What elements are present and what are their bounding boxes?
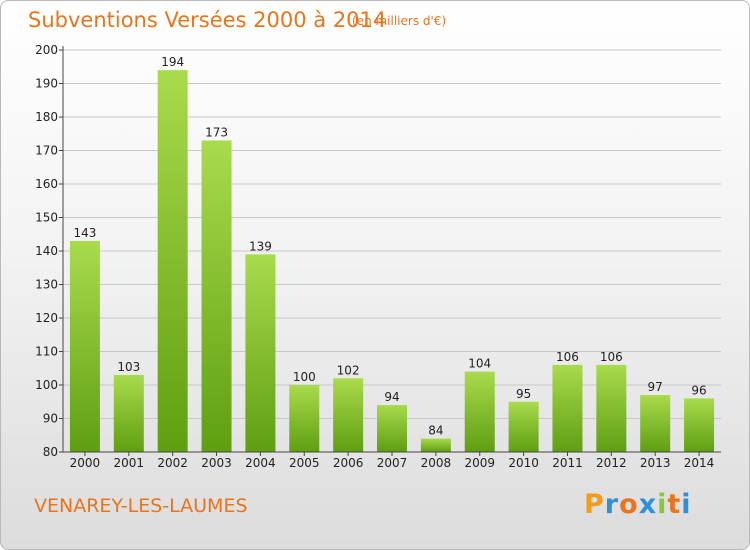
value-label-2014: 96	[691, 383, 706, 397]
bar-2012	[596, 364, 627, 452]
bar-2005	[289, 385, 320, 452]
logo-letter: i	[681, 489, 692, 520]
bar-2011	[552, 364, 583, 452]
value-label-2004: 139	[249, 239, 272, 253]
y-tick-label: 150	[35, 211, 58, 225]
x-tick-label-2009: 2009	[464, 456, 495, 470]
x-tick-label-2007: 2007	[377, 456, 408, 470]
value-label-2003: 173	[205, 125, 228, 139]
logo-letter: x	[638, 489, 658, 520]
x-tick-label-2003: 2003	[201, 456, 232, 470]
bar-2004	[245, 254, 276, 452]
commune-name: VENAREY-LES-LAUMES	[34, 495, 248, 517]
bar-2003	[201, 140, 232, 452]
value-label-2008: 84	[428, 424, 443, 438]
x-tick-label-2001: 2001	[114, 456, 145, 470]
bar-2010	[508, 401, 539, 452]
y-tick-label: 190	[35, 77, 58, 91]
value-label-2009: 104	[468, 357, 491, 371]
logo-letter: r	[604, 489, 620, 520]
x-tick-label-2008: 2008	[421, 456, 452, 470]
bar-2007	[377, 405, 407, 452]
bar-2008	[420, 438, 451, 452]
bar-2013	[640, 395, 671, 452]
logo-letter: P	[584, 489, 605, 520]
proxiti-logo: Proxiti	[584, 489, 692, 520]
value-label-2000: 143	[73, 226, 96, 240]
x-tick-label-2002: 2002	[157, 456, 188, 470]
x-tick-label-2010: 2010	[508, 456, 539, 470]
y-tick-label: 120	[35, 311, 58, 325]
x-tick-label-2012: 2012	[596, 456, 627, 470]
y-tick-label: 170	[35, 144, 58, 158]
value-label-2001: 103	[117, 360, 140, 374]
axes: 80 90 100 110 120 130 140 150 160 170 180 190 200 200…	[35, 43, 721, 470]
logo-letter: o	[619, 489, 639, 520]
value-label-2005: 100	[293, 370, 316, 384]
x-tick-label-2013: 2013	[640, 456, 671, 470]
y-tick-label: 140	[35, 244, 58, 258]
chart-title: Subventions Versées 2000 à 2014	[28, 8, 387, 32]
bar-2001	[113, 374, 144, 452]
bar-2006	[333, 378, 364, 452]
logo-letter: t	[667, 489, 682, 520]
y-tick-label: 160	[35, 177, 58, 191]
x-tick-label-2011: 2011	[552, 456, 583, 470]
value-labels: 143 103 194 173 139 100 102 94 84 104 95 106 106 97 96	[73, 55, 706, 438]
value-label-2011: 106	[556, 350, 579, 364]
x-tick-label-2005: 2005	[289, 456, 320, 470]
value-label-2007: 94	[384, 390, 399, 404]
bar-2014	[684, 398, 715, 452]
y-tick-label: 100	[35, 378, 58, 392]
x-tick-label-2014: 2014	[684, 456, 715, 470]
bar-2000	[69, 240, 100, 452]
x-tick-label-2006: 2006	[333, 456, 364, 470]
value-label-2006: 102	[337, 363, 360, 377]
value-label-2002: 194	[161, 55, 184, 69]
x-tick-label-2000: 2000	[70, 456, 101, 470]
bar-2002	[157, 70, 188, 452]
y-tick-label: 90	[43, 412, 58, 426]
y-tick-label: 80	[43, 445, 58, 459]
y-tick-label: 130	[35, 278, 58, 292]
bars	[69, 70, 715, 452]
y-tick-label: 110	[35, 345, 58, 359]
chart-subtitle: (en milliers d'€)	[352, 14, 447, 28]
bar-2009	[464, 371, 495, 452]
value-label-2013: 97	[648, 380, 663, 394]
x-tick-label-2004: 2004	[245, 456, 276, 470]
logo-letter: i	[657, 489, 668, 520]
y-tick-label: 200	[35, 43, 58, 57]
y-tick-label: 180	[35, 110, 58, 124]
value-label-2012: 106	[600, 350, 623, 364]
value-label-2010: 95	[516, 387, 531, 401]
